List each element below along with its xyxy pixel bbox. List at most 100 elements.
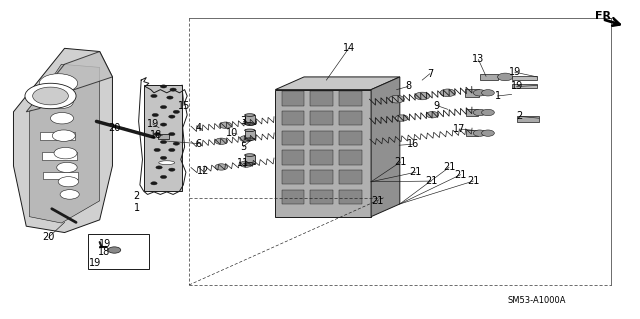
Bar bbox=[480, 74, 498, 80]
Text: 20: 20 bbox=[108, 123, 120, 133]
Circle shape bbox=[60, 190, 79, 199]
Bar bbox=[244, 130, 255, 139]
Text: 21: 21 bbox=[443, 162, 455, 173]
Bar bbox=[310, 91, 333, 106]
Circle shape bbox=[415, 92, 430, 100]
Circle shape bbox=[240, 161, 253, 167]
Text: FR.: FR. bbox=[595, 11, 615, 21]
Text: SM53-A1000A: SM53-A1000A bbox=[508, 296, 566, 305]
Circle shape bbox=[161, 123, 167, 126]
Circle shape bbox=[161, 106, 167, 109]
Circle shape bbox=[33, 87, 68, 105]
Circle shape bbox=[219, 122, 232, 128]
Polygon shape bbox=[26, 51, 113, 112]
Circle shape bbox=[39, 74, 77, 93]
Text: 1: 1 bbox=[495, 91, 500, 101]
Text: 18: 18 bbox=[98, 247, 110, 257]
Text: 17: 17 bbox=[453, 124, 465, 134]
Ellipse shape bbox=[244, 123, 255, 125]
Polygon shape bbox=[29, 64, 100, 223]
Bar bbox=[516, 116, 539, 122]
Bar bbox=[339, 130, 362, 145]
Circle shape bbox=[173, 142, 179, 145]
Circle shape bbox=[473, 109, 486, 116]
Ellipse shape bbox=[244, 163, 255, 165]
Text: 20: 20 bbox=[42, 232, 55, 242]
Text: 14: 14 bbox=[342, 43, 355, 53]
Circle shape bbox=[161, 156, 167, 160]
Circle shape bbox=[473, 90, 486, 96]
Circle shape bbox=[169, 132, 175, 136]
Text: 18: 18 bbox=[150, 130, 163, 140]
Bar bbox=[511, 76, 537, 80]
Bar bbox=[339, 190, 362, 204]
Circle shape bbox=[396, 115, 408, 121]
Text: 2: 2 bbox=[516, 111, 522, 121]
Text: 2: 2 bbox=[134, 191, 140, 201]
Circle shape bbox=[215, 138, 228, 145]
Bar bbox=[339, 170, 362, 184]
Bar bbox=[310, 170, 333, 184]
Text: 19: 19 bbox=[99, 239, 111, 249]
Bar bbox=[282, 91, 304, 106]
Circle shape bbox=[161, 175, 167, 179]
Circle shape bbox=[244, 119, 257, 125]
Bar bbox=[310, 150, 333, 165]
Text: 10: 10 bbox=[227, 128, 239, 138]
Ellipse shape bbox=[244, 114, 255, 116]
Bar bbox=[465, 89, 479, 97]
Polygon shape bbox=[275, 90, 371, 217]
Text: 13: 13 bbox=[472, 55, 484, 64]
Ellipse shape bbox=[244, 138, 255, 140]
Bar bbox=[282, 130, 304, 145]
Circle shape bbox=[161, 140, 167, 144]
Circle shape bbox=[473, 130, 486, 136]
Circle shape bbox=[389, 95, 404, 103]
Bar bbox=[339, 150, 362, 165]
Circle shape bbox=[151, 94, 157, 98]
Bar bbox=[467, 130, 477, 136]
Bar bbox=[244, 115, 255, 124]
Circle shape bbox=[54, 147, 77, 159]
Polygon shape bbox=[371, 77, 400, 217]
Text: 7: 7 bbox=[427, 69, 433, 79]
Circle shape bbox=[440, 89, 456, 97]
Circle shape bbox=[169, 148, 175, 152]
Circle shape bbox=[47, 96, 73, 109]
Circle shape bbox=[151, 182, 157, 185]
Text: 21: 21 bbox=[425, 176, 437, 186]
Text: 21: 21 bbox=[394, 157, 406, 167]
Text: 3: 3 bbox=[240, 116, 246, 126]
Circle shape bbox=[481, 130, 494, 136]
Polygon shape bbox=[144, 85, 182, 191]
Bar bbox=[158, 134, 170, 139]
Circle shape bbox=[240, 136, 253, 142]
Text: 21: 21 bbox=[371, 196, 383, 206]
Circle shape bbox=[497, 73, 513, 81]
Ellipse shape bbox=[244, 129, 255, 131]
Circle shape bbox=[108, 247, 121, 253]
Text: 8: 8 bbox=[405, 81, 411, 92]
Bar bbox=[282, 170, 304, 184]
Ellipse shape bbox=[244, 154, 255, 156]
Polygon shape bbox=[13, 48, 113, 233]
Circle shape bbox=[170, 88, 176, 91]
Circle shape bbox=[481, 90, 494, 96]
Bar bbox=[310, 130, 333, 145]
Text: 19: 19 bbox=[89, 258, 101, 268]
Text: 9: 9 bbox=[434, 100, 440, 110]
Text: 15: 15 bbox=[178, 100, 190, 110]
Bar bbox=[310, 111, 333, 125]
Bar bbox=[42, 152, 77, 160]
Circle shape bbox=[173, 110, 179, 114]
Circle shape bbox=[481, 109, 494, 116]
Bar bbox=[339, 91, 362, 106]
Circle shape bbox=[52, 130, 76, 141]
Text: 11: 11 bbox=[237, 158, 250, 168]
Text: 19: 19 bbox=[511, 81, 523, 92]
Circle shape bbox=[152, 114, 159, 117]
Circle shape bbox=[161, 85, 167, 88]
Bar bbox=[339, 111, 362, 125]
Polygon shape bbox=[275, 77, 400, 90]
Text: 12: 12 bbox=[197, 166, 209, 176]
